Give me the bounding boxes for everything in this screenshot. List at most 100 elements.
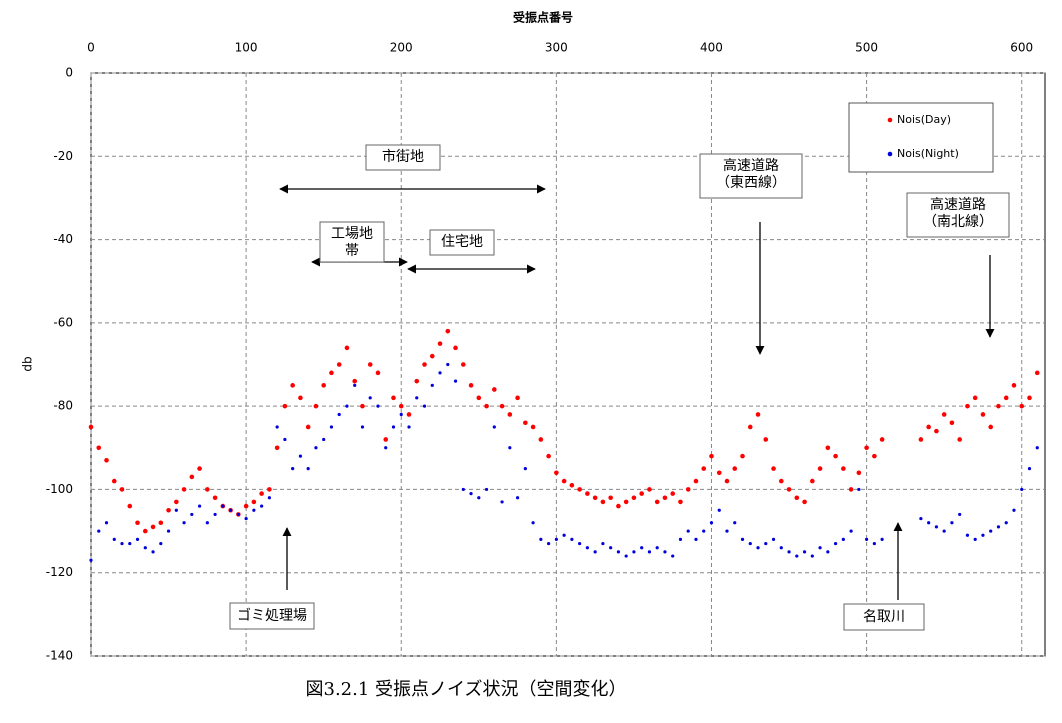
point	[515, 395, 520, 401]
points	[88, 328, 1040, 562]
point	[484, 403, 489, 409]
point	[864, 445, 869, 451]
point	[647, 550, 652, 554]
point	[112, 537, 116, 542]
x-tick-label: 500	[855, 41, 878, 55]
point	[236, 512, 240, 517]
annotation: 高速道路	[930, 196, 986, 213]
legend-box	[848, 102, 994, 173]
point	[384, 446, 388, 450]
point	[608, 495, 613, 501]
point	[841, 466, 846, 471]
point	[530, 424, 536, 430]
point	[508, 446, 512, 450]
point	[135, 537, 140, 542]
point	[810, 554, 814, 558]
point	[321, 383, 326, 388]
point	[438, 371, 442, 375]
point	[787, 550, 791, 554]
point	[531, 521, 535, 525]
x-tick-label: 400	[700, 41, 723, 55]
point	[368, 396, 372, 400]
point	[391, 425, 396, 429]
point	[647, 487, 652, 492]
point	[1003, 395, 1009, 401]
point	[1004, 521, 1008, 525]
point	[872, 453, 877, 459]
point	[127, 503, 133, 509]
point	[189, 474, 195, 480]
point	[174, 508, 178, 512]
y-tick-label: -40	[53, 232, 73, 246]
point	[267, 496, 271, 500]
point	[685, 487, 691, 492]
point	[981, 533, 985, 537]
point	[415, 396, 419, 400]
point	[547, 541, 551, 546]
point	[810, 478, 815, 484]
point	[143, 546, 147, 550]
point	[476, 395, 482, 401]
point	[601, 541, 605, 546]
point	[747, 424, 753, 430]
point	[104, 457, 109, 463]
point	[662, 495, 668, 501]
x-tick-label: 300	[545, 41, 568, 55]
x-tick-label: 0	[87, 41, 95, 55]
point	[663, 550, 667, 554]
point	[725, 529, 729, 533]
point	[1020, 487, 1024, 492]
caption: 図3.2.1 受振点ノイズ状況（空間変化）	[306, 679, 627, 700]
point	[1034, 370, 1040, 376]
point	[322, 437, 326, 442]
point	[600, 499, 606, 505]
point	[949, 420, 955, 426]
point	[585, 491, 590, 496]
point	[353, 383, 357, 387]
point	[290, 383, 295, 388]
point	[950, 521, 954, 525]
y-tick-label: -60	[53, 315, 73, 329]
point	[398, 403, 404, 409]
point	[825, 445, 831, 451]
point	[221, 504, 225, 508]
point	[880, 537, 884, 542]
point	[802, 499, 807, 505]
point	[453, 379, 458, 383]
point	[569, 482, 575, 488]
point	[562, 533, 566, 537]
point	[764, 541, 768, 546]
point	[515, 496, 520, 500]
x-axis-title: 受振点番号	[513, 10, 573, 25]
point	[430, 383, 434, 387]
point	[942, 529, 946, 533]
point	[197, 466, 202, 471]
point	[654, 499, 660, 505]
point	[336, 362, 342, 367]
annotation: 住宅地	[441, 234, 483, 250]
point	[678, 537, 683, 542]
point	[283, 437, 287, 442]
point	[229, 508, 233, 512]
point	[670, 491, 676, 496]
point	[546, 453, 551, 459]
point	[926, 424, 931, 430]
point	[554, 470, 559, 476]
point	[383, 437, 389, 442]
point	[927, 521, 931, 525]
point	[717, 508, 721, 512]
point	[158, 520, 164, 526]
point	[88, 424, 94, 430]
point	[205, 487, 210, 492]
point	[795, 554, 799, 558]
point	[150, 524, 156, 530]
point	[965, 533, 970, 537]
point	[453, 345, 458, 351]
point	[329, 425, 334, 429]
point	[732, 466, 738, 471]
point	[578, 541, 582, 546]
point	[445, 328, 451, 334]
point	[166, 529, 171, 533]
point	[748, 541, 752, 546]
annotation-box	[843, 603, 925, 631]
